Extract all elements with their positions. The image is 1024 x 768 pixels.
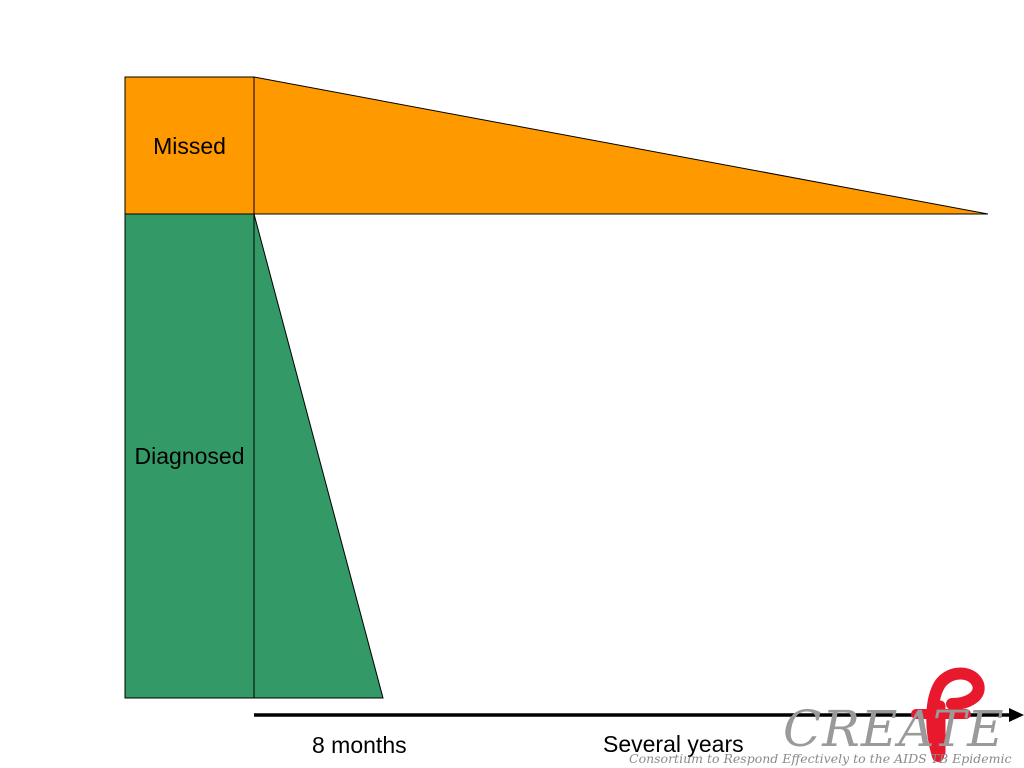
missed-wedge: [253, 76, 989, 215]
diagnosed-block: [124, 213, 255, 699]
create-logo-wordmark: CREATE: [783, 700, 1005, 758]
diagnosed-label: Diagnosed: [134, 443, 245, 469]
diagnosed-wedge: [253, 213, 384, 699]
missed-label: Missed: [153, 133, 226, 159]
long-duration-label: Several years: [603, 731, 744, 757]
create-logo-tagline: Consortium to Respond Effectively to the…: [629, 751, 1012, 766]
missed-block: [124, 76, 255, 215]
create-logo-ribbon: [911, 667, 985, 762]
short-duration-label: 8 months: [312, 732, 407, 758]
time-axis-arrowhead: [1009, 708, 1024, 722]
